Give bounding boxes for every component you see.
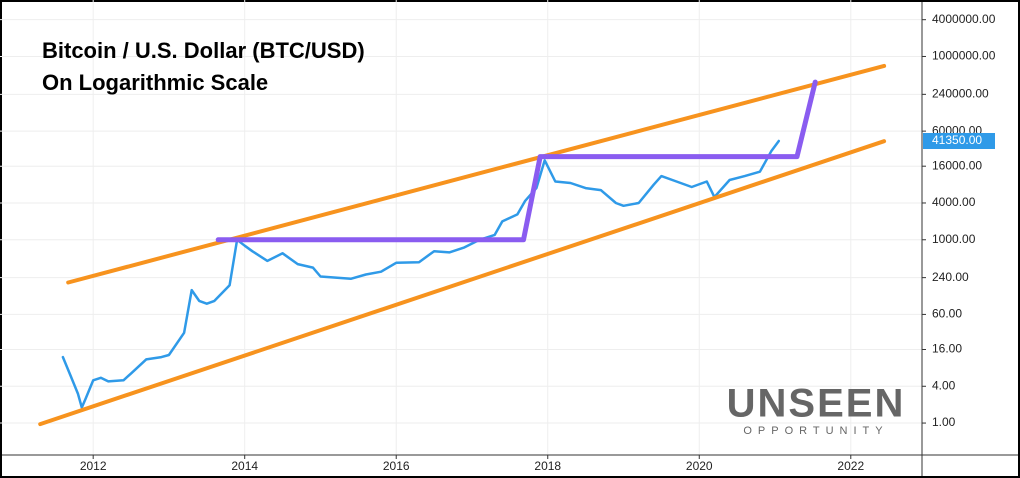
price-label: 41350.00 [932, 133, 982, 147]
y-tick-label: 1000.00 [932, 232, 976, 246]
x-tick-label: 2018 [534, 459, 561, 473]
y-tick-label: 240.00 [932, 270, 969, 284]
x-tick-label: 2016 [383, 459, 410, 473]
series-line [215, 79, 818, 243]
y-tick-label: 240000.00 [932, 87, 989, 101]
series-line [61, 139, 781, 409]
series-line [66, 63, 887, 285]
x-tick-label: 2022 [837, 459, 864, 473]
chart-subtitle: On Logarithmic Scale [42, 70, 268, 95]
series-line [38, 139, 887, 427]
x-tick-label: 2014 [231, 459, 258, 473]
lines [38, 63, 887, 427]
price-label-bg [923, 133, 995, 150]
y-tick-label: 1000000.00 [932, 49, 996, 63]
y-tick-label: 1.00 [932, 415, 956, 429]
y-tick-label: 4000.00 [932, 195, 976, 209]
y-tick-label: 16.00 [932, 342, 962, 356]
x-tick-label: 2020 [686, 459, 713, 473]
y-tick-label: 16000.00 [932, 158, 982, 172]
y-tick-label: 60.00 [932, 307, 962, 321]
watermark-sub: OPPORTUNITY [743, 425, 888, 437]
x-tick-label: 2012 [80, 459, 107, 473]
watermark: UNSEEN [727, 382, 906, 426]
y-tick-label: 4000000.00 [932, 12, 996, 26]
chart-title: Bitcoin / U.S. Dollar (BTC/USD) [42, 38, 365, 63]
y-tick-label: 4.00 [932, 378, 956, 392]
